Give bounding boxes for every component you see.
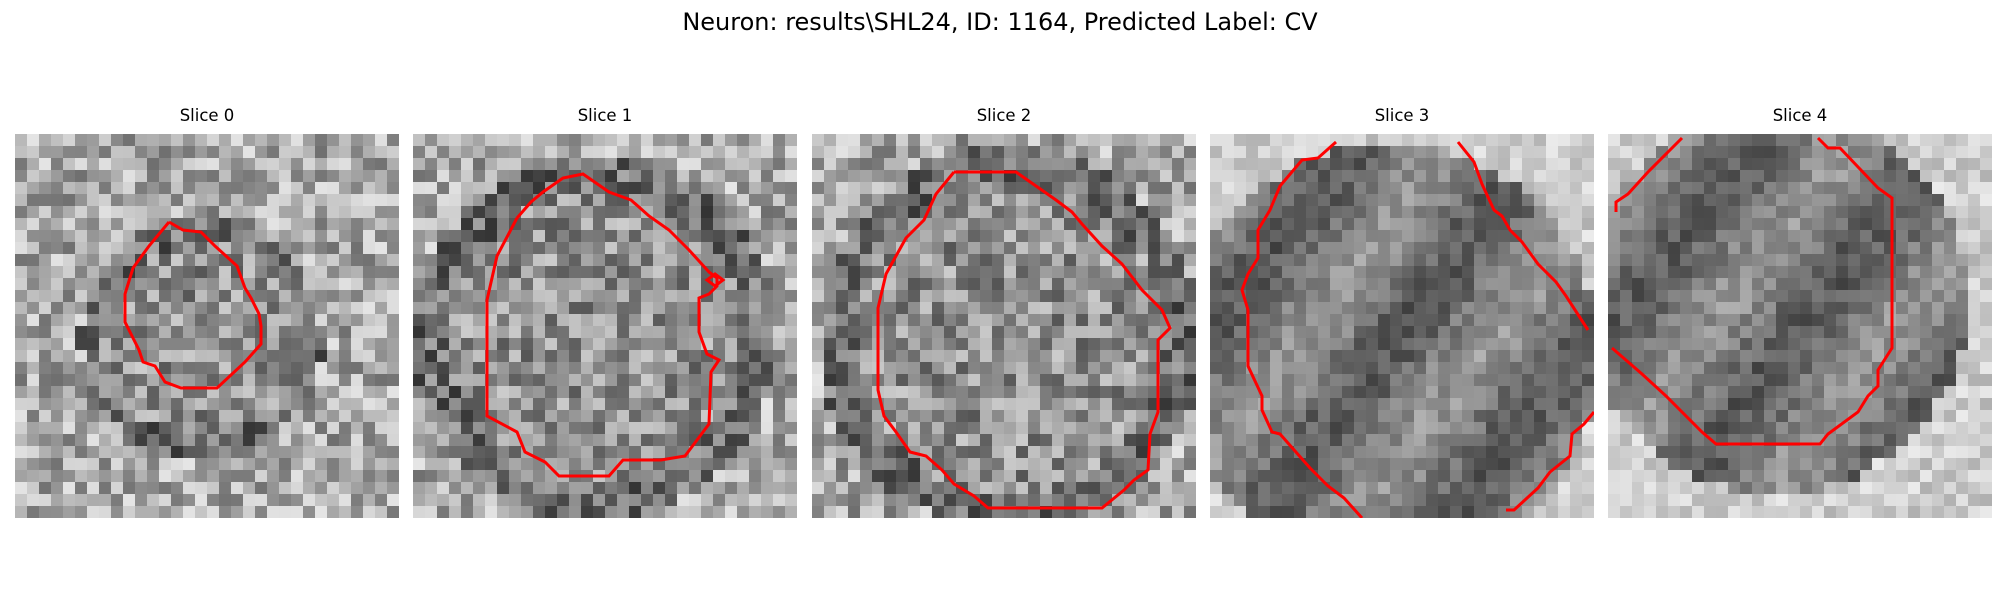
segmentation-contour [123, 220, 263, 390]
segmentation-contour [485, 172, 722, 478]
panel-title: Slice 4 [1772, 106, 1828, 125]
segmentation-contour [876, 170, 1172, 510]
segmentation-contour [1614, 136, 1684, 212]
slice-image [1608, 134, 1992, 518]
slice-image [1210, 134, 1594, 518]
panel-title: Slice 2 [976, 106, 1032, 125]
panel-title: Slice 1 [577, 106, 633, 125]
panel-title: Slice 0 [179, 106, 235, 125]
segmentation-contour [1611, 136, 1894, 446]
slice-image [812, 134, 1196, 518]
slice-image [413, 134, 797, 518]
figure-title: Neuron: results\SHL24, ID: 1164, Predict… [682, 8, 1318, 36]
panel-title: Slice 3 [1374, 106, 1430, 125]
segmentation-contour [1506, 411, 1594, 512]
slice-image [15, 134, 399, 518]
segmentation-contour [1456, 141, 1590, 331]
segmentation-contour [1240, 140, 1364, 518]
